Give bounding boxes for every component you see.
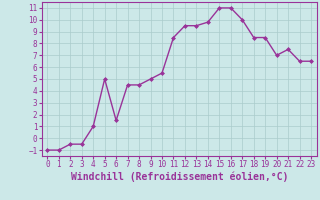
X-axis label: Windchill (Refroidissement éolien,°C): Windchill (Refroidissement éolien,°C) (70, 172, 288, 182)
